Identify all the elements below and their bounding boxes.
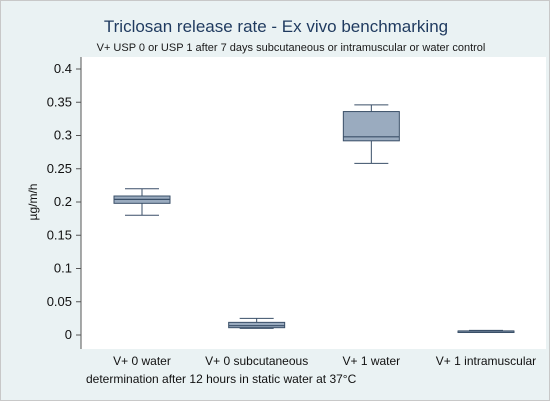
y-axis-label: µg/m/h [26,184,40,221]
box-2 [228,317,286,329]
y-tick-label: 0.25 [47,161,72,176]
y-tick-label: 0.1 [54,261,72,276]
box-4 [457,329,515,334]
y-tick-label: 0.3 [54,128,72,143]
y-tick-label: 0.05 [47,294,72,309]
chart-title: Triclosan release rate - Ex vivo benchma… [104,17,448,36]
axis-layer: 0 0.05 0.1 0.15 0.2 0.25 0.3 0.35 0.4 V+ 0 water V… [47,57,536,368]
x-axis-note: determination after 12 hours in static w… [86,372,357,386]
x-category-label: V+ 0 subcutaneous [205,354,308,368]
iqr-box [342,111,400,142]
y-tick-label: 0.35 [47,94,72,109]
box-1 [113,188,171,216]
y-tick-label: 0.15 [47,227,72,242]
x-category-label: V+ 1 intramuscular [436,354,536,368]
y-tick-label: 0.4 [54,61,72,76]
x-category-label: V+ 0 water [113,354,171,368]
y-tick-label: 0.2 [54,194,72,209]
y-tick-label: 0 [65,327,72,342]
chart-subtitle: V+ USP 0 or USP 1 after 7 days subcutane… [97,42,486,54]
box-3 [342,104,400,164]
box-layer [113,104,515,334]
x-category-label: V+ 1 water [342,354,400,368]
iqr-box [228,321,286,329]
